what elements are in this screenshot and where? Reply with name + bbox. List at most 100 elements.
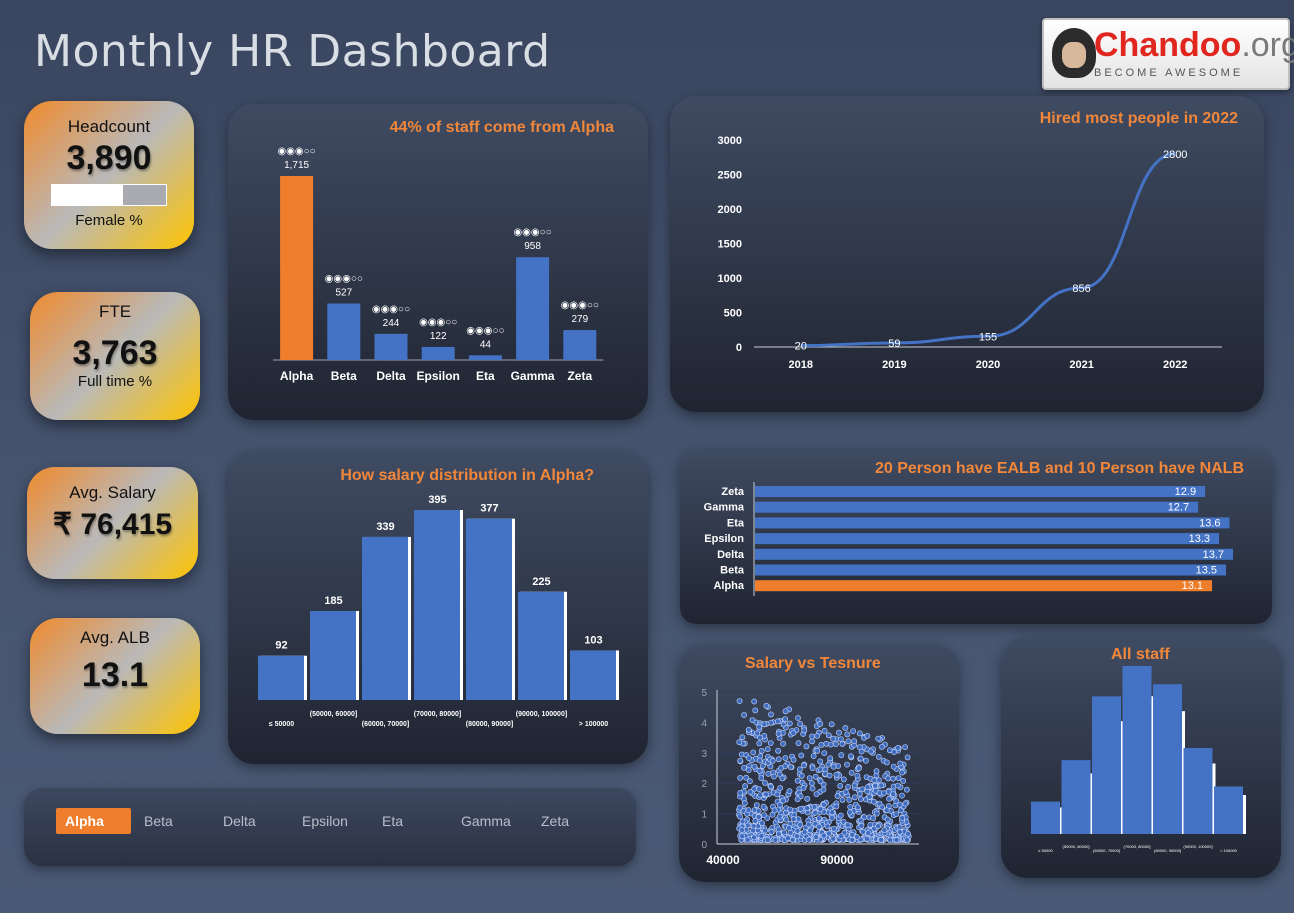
x-tick-0: 40000: [706, 853, 740, 867]
chandoo-logo[interactable]: Chandoo.org BECOME AWESOME: [1042, 18, 1294, 90]
scatter-point: [779, 775, 786, 782]
scatter-point: [796, 766, 803, 773]
scatter-point: [857, 796, 864, 802]
scatter-point: [744, 837, 751, 843]
scatter-point: [816, 823, 822, 830]
scatter-point: [808, 780, 815, 787]
scatter-point: [840, 776, 847, 783]
scatter-point: [904, 754, 911, 761]
scatter-point: [739, 827, 745, 833]
scatter-point: [809, 785, 816, 792]
alb-label-gamma: Gamma: [704, 502, 745, 514]
category-label-zeta: Zeta: [567, 369, 592, 383]
scatter-point: [865, 830, 872, 836]
scatter-point: [851, 794, 858, 801]
slicer-item-beta[interactable]: Beta: [144, 813, 173, 829]
x-tick-2022: 2022: [1163, 359, 1187, 371]
slicer-item-eta[interactable]: Eta: [382, 813, 404, 829]
scatter-point: [846, 796, 853, 803]
scatter-point: [790, 730, 797, 736]
x-tick-2021: 2021: [1069, 359, 1093, 371]
all-staff-bar-6: [1214, 786, 1243, 834]
scatter-point: [870, 798, 877, 805]
scatter-point: [760, 803, 767, 810]
value-label-alpha: 1,715: [284, 160, 309, 171]
scatter-point: [768, 828, 775, 835]
scatter-point: [752, 707, 759, 714]
scatter-point: [897, 807, 904, 814]
scatter-point: [827, 755, 834, 762]
headcount-label: Headcount: [67, 117, 151, 136]
rating-icons-zeta: ◉◉◉○○: [561, 300, 599, 311]
page-title: Monthly HR Dashboard: [34, 26, 551, 77]
scatter-point: [895, 745, 901, 751]
slicer-item-alpha[interactable]: Alpha: [56, 808, 131, 834]
scatter-point: [761, 721, 768, 728]
slicer-item-epsilon[interactable]: Epsilon: [302, 813, 348, 829]
scatter-point: [750, 827, 757, 834]
fte-value: 3,763: [72, 334, 158, 372]
slicer-item-zeta[interactable]: Zeta: [541, 813, 570, 829]
scatter-point: [787, 806, 794, 813]
scatter-point: [845, 738, 852, 745]
scatter-point: [754, 730, 761, 737]
scatter-point: [833, 803, 840, 810]
scatter-point: [790, 756, 797, 763]
x-tick-2018: 2018: [789, 359, 813, 371]
data-label-2020: 155: [979, 331, 997, 343]
category-label-delta: Delta: [376, 369, 406, 383]
scatter-point: [778, 765, 784, 772]
scatter-point: [847, 753, 854, 760]
scatter-point: [741, 764, 747, 771]
scatter-point: [837, 736, 844, 742]
scatter-point: [756, 757, 763, 764]
scatter-point: [762, 779, 768, 786]
scatter-point: [771, 773, 777, 780]
scatter-point: [829, 809, 836, 816]
salary-dist-panel: How salary distribution in Alpha? 92 ≤ 50…: [228, 452, 648, 764]
scatter-point: [759, 763, 766, 769]
salary-tenure-title: Salary vs Tesnure: [745, 655, 881, 672]
scatter-point: [899, 792, 905, 799]
all-staff-bar-5: [1183, 747, 1213, 834]
scatter-point: [736, 698, 743, 704]
scatter-point: [867, 821, 874, 828]
y-tick-1500: 1500: [718, 239, 742, 251]
scatter-point: [777, 785, 784, 791]
hires-panel: Hired most people in 2022 0 500 1000 1500 20…: [670, 96, 1264, 412]
scatter-point: [814, 747, 821, 754]
scatter-point: [868, 748, 874, 755]
scatter-point: [800, 784, 807, 791]
scatter-point: [775, 730, 782, 737]
scatter-point: [820, 832, 827, 839]
all-staff-category-5: (90000, 100000]: [1183, 844, 1212, 849]
scatter-point: [890, 763, 897, 770]
scatter-point: [737, 789, 744, 796]
scatter-point: [893, 811, 900, 817]
scatter-point: [903, 786, 910, 793]
scatter-point: [876, 800, 883, 807]
slicer-item-delta[interactable]: Delta: [223, 813, 256, 829]
salary-value-0: 92: [275, 640, 287, 652]
all-staff-chart: ≤ 50000 (50000, 60000](60000, 70000] (7000…: [1031, 666, 1246, 853]
scatter-point: [745, 726, 752, 733]
salary-value-5: 225: [532, 576, 550, 588]
alb-bar-epsilon: [755, 533, 1220, 545]
female-percent-bar: [51, 184, 167, 206]
scatter-point: [871, 777, 878, 784]
scatter-point: [860, 828, 866, 835]
category-label-alpha: Alpha: [280, 369, 314, 383]
avg-alb-value: 13.1: [81, 656, 149, 694]
alb-value-zeta: 12.9: [1175, 486, 1196, 498]
scatter-point: [896, 829, 903, 835]
scatter-point: [864, 733, 871, 739]
scatter-point: [847, 804, 854, 810]
scatter-point: [762, 827, 768, 834]
slicer-item-gamma[interactable]: Gamma: [461, 813, 511, 829]
value-label-beta: 527: [335, 287, 352, 298]
scatter-point: [741, 712, 747, 718]
y-tick-2500: 2500: [718, 170, 742, 182]
scatter-point: [842, 725, 849, 731]
x-tick-2019: 2019: [882, 359, 906, 371]
scatter-point: [896, 824, 903, 831]
